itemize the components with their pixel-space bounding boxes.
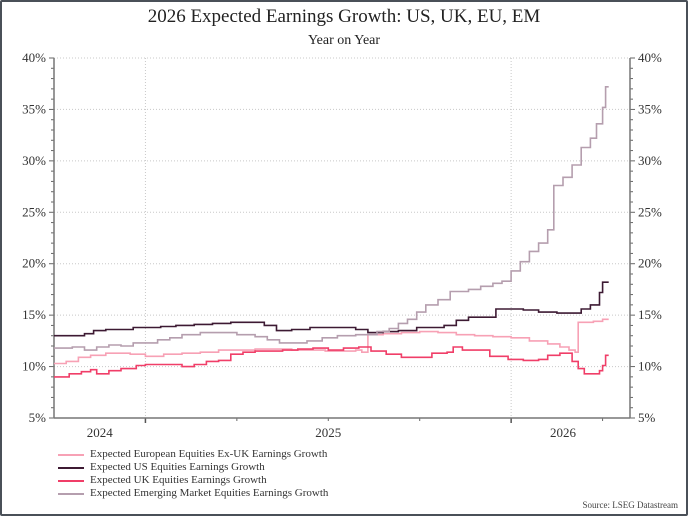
y-tick-label-left: 10%	[22, 359, 46, 374]
legend-swatch	[58, 492, 84, 495]
legend-swatch	[58, 466, 84, 469]
legend-item: Expected European Equities Ex-UK Earning…	[58, 448, 328, 461]
legend: Expected European Equities Ex-UK Earning…	[58, 448, 328, 500]
series-lines	[54, 86, 609, 378]
y-tick-label-left: 25%	[22, 204, 46, 219]
legend-label: Expected European Equities Ex-UK Earning…	[90, 448, 328, 460]
legend-label: Expected UK Equities Earnings Growth	[90, 474, 267, 486]
y-tick-label-right: 15%	[638, 307, 662, 322]
legend-swatch	[58, 453, 84, 456]
legend-swatch	[58, 479, 84, 482]
y-tick-label-right: 40%	[638, 50, 662, 65]
series-line-0	[54, 318, 609, 365]
legend-label: Expected US Equities Earnings Growth	[90, 461, 265, 473]
y-tick-label-left: 20%	[22, 256, 46, 271]
y-tick-label-right: 20%	[638, 256, 662, 271]
legend-item: Expected Emerging Market Equities Earnin…	[58, 487, 328, 500]
legend-label: Expected Emerging Market Equities Earnin…	[90, 487, 329, 499]
series-line-1	[54, 281, 609, 337]
chart-title: 2026 Expected Earnings Growth: US, UK, E…	[147, 6, 541, 27]
chart-subtitle: Year on Year	[307, 33, 381, 48]
axes: 5% 5% 10% 10% 15% 15% 20% 20% 25% 25% 30% 30% 35% 35%…	[22, 50, 662, 440]
y-tick-label-right: 25%	[638, 204, 662, 219]
y-tick-label-left: 15%	[22, 307, 46, 322]
y-tick-label-left: 40%	[22, 50, 46, 65]
y-tick-label-right: 30%	[638, 153, 662, 168]
y-tick-label-left: 30%	[22, 153, 46, 168]
source-note: Source: LSEG Datastream	[582, 500, 678, 510]
y-tick-label-left: 35%	[22, 101, 46, 116]
x-tick-label: 2026	[550, 425, 577, 440]
series-line-2	[54, 346, 609, 378]
y-tick-label-right: 5%	[638, 410, 656, 425]
x-tick-label: 2025	[315, 425, 341, 440]
legend-item: Expected US Equities Earnings Growth	[58, 461, 328, 474]
gridlines	[54, 57, 630, 418]
series-line-3	[54, 86, 609, 351]
y-tick-label-right: 10%	[638, 359, 662, 374]
y-tick-label-left: 5%	[29, 410, 47, 425]
legend-item: Expected UK Equities Earnings Growth	[58, 474, 328, 487]
x-tick-label: 2024	[87, 425, 114, 440]
y-tick-label-right: 35%	[638, 101, 662, 116]
